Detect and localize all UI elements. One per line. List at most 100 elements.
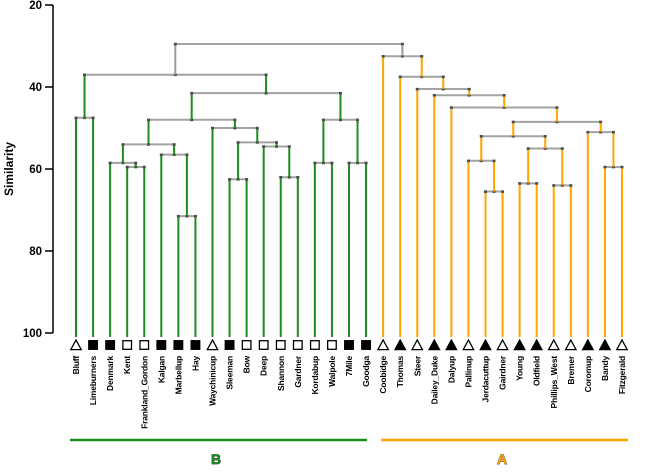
leaf-label: Bandy xyxy=(600,356,610,381)
axis-tick-label: 80 xyxy=(29,246,42,258)
junction-dot xyxy=(356,161,360,165)
leaf-symbol-open-square xyxy=(122,340,133,350)
leaf-symbol-open-triangle xyxy=(564,338,578,351)
junction-dot xyxy=(543,147,547,150)
leaf-label: Coromup xyxy=(583,356,593,392)
leaf-label: Sleeman xyxy=(225,356,235,390)
junction-dot xyxy=(479,135,483,138)
junction-dot xyxy=(159,153,163,157)
junction-dot xyxy=(338,118,342,122)
junction-dot xyxy=(441,87,445,91)
junction-dot xyxy=(228,178,232,181)
junction-dot xyxy=(287,176,291,179)
junction-dot xyxy=(236,178,240,181)
junction-dot xyxy=(441,75,445,79)
junction-dot xyxy=(356,118,360,122)
leaf-label: Gardner xyxy=(293,355,303,388)
leaf-label: Goodga xyxy=(361,356,371,387)
junction-dot xyxy=(484,190,487,193)
leaf-symbol-filled-square xyxy=(156,340,167,350)
leaf-symbol-open-triangle xyxy=(462,338,475,351)
leaf-symbol-filled-triangle xyxy=(581,338,595,351)
junction-dot xyxy=(274,141,278,144)
junction-dot xyxy=(134,165,138,169)
leaf-label: Marbellup xyxy=(173,356,183,394)
leaf-label: Dalyup xyxy=(446,356,456,383)
leaf-symbol-filled-square xyxy=(344,340,354,350)
junction-dot xyxy=(172,143,176,146)
junction-dot xyxy=(264,73,268,77)
junction-dot xyxy=(147,143,151,146)
junction-dot xyxy=(121,143,125,146)
leaf-symbol-filled-triangle xyxy=(513,338,526,351)
junction-dot xyxy=(321,118,325,122)
junction-dot xyxy=(262,145,266,148)
junction-dot xyxy=(555,120,559,124)
leaf-label: Limeburners xyxy=(88,356,98,406)
leaf-symbol-filled-square xyxy=(224,340,235,350)
leaf-symbol-open-triangle xyxy=(206,338,219,351)
junction-dot xyxy=(173,73,177,77)
leaf-symbol-open-square xyxy=(309,340,320,350)
junction-dot xyxy=(83,73,87,77)
leaf-symbol-filled-triangle xyxy=(479,338,492,351)
junction-dot xyxy=(321,161,325,165)
junction-dot xyxy=(611,130,615,134)
leaf-symbol-open-triangle xyxy=(496,338,509,351)
leaf-symbol-filled-square xyxy=(88,340,99,350)
junction-dot xyxy=(502,94,506,97)
leaf-symbol-filled-square xyxy=(361,340,372,350)
junction-dot xyxy=(176,214,180,218)
leaf-symbol-open-triangle xyxy=(547,338,561,351)
junction-dot xyxy=(611,165,615,169)
leaf-symbol-filled-triangle xyxy=(530,338,543,351)
junction-dot xyxy=(185,214,189,218)
leaf-symbol-open-square xyxy=(139,340,150,350)
axis-tick-label: 20 xyxy=(29,0,42,12)
leaf-label: Oldfield xyxy=(532,356,542,386)
junction-dot xyxy=(364,161,368,165)
junction-dot xyxy=(492,190,496,193)
leaf-symbol-filled-square xyxy=(173,340,184,350)
junction-dot xyxy=(492,159,496,163)
junction-dot xyxy=(330,161,334,165)
junction-dot xyxy=(347,161,351,165)
leaf-symbol-filled-square xyxy=(105,340,116,350)
junction-dot xyxy=(211,126,214,130)
junction-dot xyxy=(449,106,453,109)
leaf-symbol-open-triangle xyxy=(615,338,629,351)
leaf-label: Kent xyxy=(122,356,132,374)
leaf-label: Bow xyxy=(242,355,252,373)
junction-dot xyxy=(502,106,506,109)
junction-dot xyxy=(569,184,573,187)
cluster-b-label: B xyxy=(211,451,221,467)
junction-dot xyxy=(526,147,530,150)
junction-dot xyxy=(560,147,564,150)
junction-dot xyxy=(415,87,419,91)
leaf-label: Dailey_Duke xyxy=(429,356,439,405)
leaf-label: Bluff xyxy=(71,356,81,375)
leaf-label: Phillips_West xyxy=(549,356,559,409)
junction-dot xyxy=(74,116,78,120)
junction-dot xyxy=(526,182,530,185)
junction-dot xyxy=(108,161,112,165)
leaf-symbol-open-square xyxy=(258,340,269,350)
junction-dot xyxy=(543,135,547,138)
dendrogram-links-group: 20 40 60 80 100 Bluff Limeburners Denmark Kent Fr… xyxy=(23,0,629,429)
leaf-label: Bremer xyxy=(566,355,576,384)
junction-dot xyxy=(555,106,559,109)
junction-dot xyxy=(420,55,424,58)
leaf-symbol-open-square xyxy=(241,340,252,350)
junction-dot xyxy=(511,120,515,124)
leaf-label: Young xyxy=(515,356,525,381)
junction-dot xyxy=(255,126,259,130)
junction-dot xyxy=(467,87,471,91)
leaf-label: Jerdacuttup xyxy=(481,356,491,402)
leaf-symbol-filled-triangle xyxy=(598,338,612,351)
axis-tick-label: 100 xyxy=(23,328,42,340)
leaf-symbol-filled-triangle xyxy=(428,338,441,351)
junction-dot xyxy=(147,118,151,122)
cluster-a-label: A xyxy=(497,451,507,467)
